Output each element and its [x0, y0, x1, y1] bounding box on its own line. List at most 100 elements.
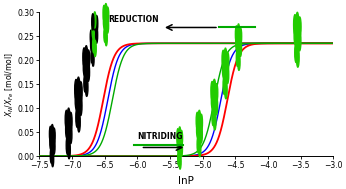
Circle shape: [106, 6, 108, 22]
Circle shape: [66, 136, 69, 154]
Circle shape: [239, 40, 242, 57]
Circle shape: [87, 63, 90, 81]
Circle shape: [294, 25, 297, 45]
Circle shape: [51, 125, 53, 140]
Circle shape: [105, 18, 107, 33]
Circle shape: [92, 22, 94, 39]
Circle shape: [215, 97, 218, 115]
Circle shape: [93, 37, 95, 53]
Circle shape: [225, 51, 227, 70]
Circle shape: [222, 50, 225, 69]
Circle shape: [297, 16, 300, 36]
Circle shape: [50, 148, 52, 163]
Circle shape: [51, 139, 53, 154]
Circle shape: [77, 77, 80, 97]
Circle shape: [179, 127, 181, 142]
Circle shape: [92, 14, 94, 30]
Circle shape: [95, 27, 98, 43]
Circle shape: [87, 50, 90, 68]
Circle shape: [94, 12, 96, 28]
Circle shape: [200, 126, 202, 143]
Circle shape: [179, 130, 181, 145]
Circle shape: [65, 110, 68, 129]
Circle shape: [50, 134, 52, 150]
Circle shape: [68, 140, 70, 159]
Circle shape: [103, 13, 106, 29]
Circle shape: [213, 97, 216, 115]
Circle shape: [78, 81, 81, 101]
Circle shape: [238, 53, 240, 70]
Circle shape: [67, 108, 70, 126]
Circle shape: [296, 12, 299, 32]
Circle shape: [294, 15, 296, 35]
Circle shape: [298, 17, 301, 37]
Circle shape: [180, 141, 182, 156]
Circle shape: [53, 139, 55, 154]
Circle shape: [76, 108, 79, 127]
Circle shape: [53, 128, 55, 143]
Circle shape: [86, 49, 88, 67]
Circle shape: [181, 131, 183, 146]
Circle shape: [94, 40, 96, 57]
Circle shape: [91, 37, 92, 51]
Circle shape: [93, 41, 95, 55]
Circle shape: [83, 48, 85, 66]
Circle shape: [197, 136, 199, 153]
Circle shape: [225, 81, 227, 99]
Text: REDUCTION: REDUCTION: [108, 15, 159, 24]
Circle shape: [85, 78, 88, 96]
Circle shape: [211, 81, 213, 100]
Circle shape: [92, 31, 94, 44]
Circle shape: [213, 79, 216, 98]
Circle shape: [94, 15, 97, 31]
Circle shape: [297, 47, 299, 67]
Circle shape: [198, 110, 200, 127]
Circle shape: [83, 58, 86, 76]
Circle shape: [85, 63, 88, 81]
Circle shape: [79, 96, 82, 116]
Circle shape: [200, 114, 202, 131]
Circle shape: [68, 111, 71, 130]
Circle shape: [177, 129, 179, 144]
Circle shape: [199, 140, 201, 157]
X-axis label: lnP: lnP: [178, 176, 194, 186]
Circle shape: [92, 28, 94, 42]
Circle shape: [70, 112, 72, 131]
Circle shape: [211, 91, 214, 109]
Circle shape: [75, 79, 78, 99]
Circle shape: [77, 96, 80, 116]
Circle shape: [80, 82, 82, 102]
Circle shape: [84, 74, 86, 92]
Circle shape: [214, 83, 216, 101]
Circle shape: [239, 28, 242, 45]
Circle shape: [226, 52, 229, 71]
Circle shape: [213, 112, 216, 130]
Circle shape: [52, 127, 54, 143]
Circle shape: [224, 65, 227, 84]
Circle shape: [107, 7, 109, 22]
Circle shape: [237, 40, 240, 57]
Circle shape: [92, 41, 94, 55]
Circle shape: [198, 126, 200, 143]
Circle shape: [215, 84, 218, 102]
Circle shape: [179, 141, 181, 156]
Circle shape: [93, 32, 95, 45]
Circle shape: [94, 27, 96, 43]
Circle shape: [75, 90, 78, 110]
Circle shape: [177, 137, 179, 152]
Circle shape: [78, 112, 80, 132]
Circle shape: [49, 126, 52, 142]
Circle shape: [66, 120, 68, 138]
Circle shape: [92, 53, 94, 66]
Circle shape: [197, 121, 199, 138]
Circle shape: [95, 16, 98, 32]
Circle shape: [67, 125, 70, 144]
Circle shape: [235, 26, 238, 43]
Circle shape: [236, 35, 238, 52]
Circle shape: [90, 30, 92, 44]
Circle shape: [223, 76, 226, 94]
Circle shape: [295, 43, 298, 63]
Circle shape: [196, 112, 199, 129]
Circle shape: [226, 65, 229, 84]
Circle shape: [105, 30, 107, 46]
